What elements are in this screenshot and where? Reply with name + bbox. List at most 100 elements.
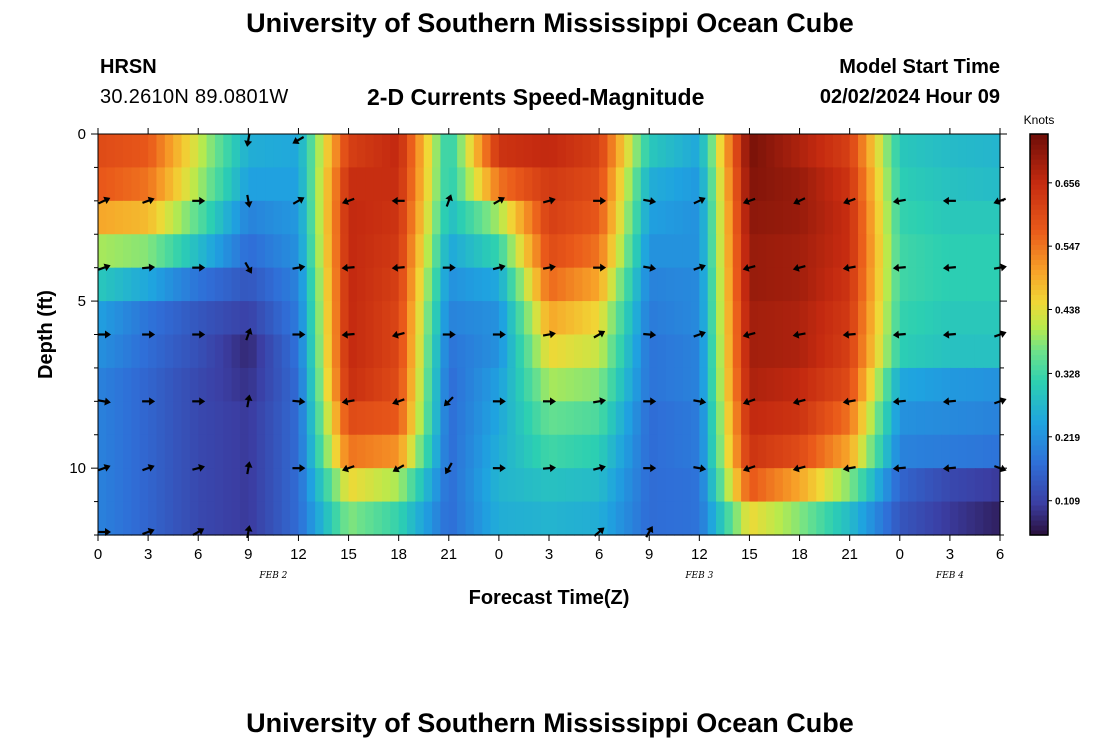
speed-cell	[949, 367, 959, 402]
speed-cell	[498, 234, 508, 269]
speed-cell	[181, 401, 191, 436]
speed-cell	[624, 334, 634, 369]
speed-cell	[448, 167, 458, 202]
arrow-head	[942, 397, 950, 406]
arrow-head	[198, 464, 205, 472]
y-tick-label: 5	[78, 293, 86, 310]
arrow-head	[499, 397, 506, 406]
speed-cell	[281, 367, 291, 402]
speed-cell	[874, 434, 884, 469]
speed-cell	[473, 468, 483, 503]
current-vector-arrow	[742, 397, 756, 406]
speed-cell	[189, 434, 199, 469]
x-tick-label: 9	[645, 546, 653, 563]
date-label: FEB 4	[935, 571, 964, 581]
speed-cell	[148, 234, 158, 269]
speed-cell	[465, 501, 475, 536]
current-vector-arrow	[392, 464, 405, 473]
speed-cell	[858, 434, 867, 469]
speed-cell	[908, 434, 918, 469]
speed-cell	[390, 267, 400, 302]
speed-cell	[949, 468, 959, 503]
speed-cell	[716, 167, 725, 202]
arrow-head	[244, 525, 253, 532]
arrow-head	[244, 394, 253, 402]
speed-cell	[883, 301, 893, 336]
speed-cell	[816, 200, 826, 235]
speed-cell	[415, 134, 425, 169]
speed-cell	[908, 501, 918, 536]
speed-cell	[540, 434, 550, 469]
speed-cell	[841, 234, 851, 269]
current-vector-arrow	[244, 261, 253, 274]
speed-cell	[991, 501, 1001, 536]
speed-cell	[824, 334, 834, 369]
speed-cell	[732, 200, 742, 235]
speed-cell	[298, 367, 308, 402]
speed-cell	[966, 200, 976, 235]
current-vector-arrow	[742, 330, 756, 339]
speed-cell	[891, 401, 901, 436]
speed-cell	[448, 301, 458, 336]
speed-cell	[440, 434, 450, 469]
speed-cell	[223, 468, 233, 503]
speed-cell	[223, 501, 233, 536]
speed-cell	[665, 334, 675, 369]
current-vector-arrow	[391, 330, 405, 339]
colorbar-segment	[1030, 474, 1048, 481]
current-vector-arrow	[792, 330, 806, 339]
speed-cell	[448, 434, 458, 469]
speed-cell	[189, 401, 199, 436]
arrow-head	[597, 527, 605, 535]
speed-cell	[891, 200, 901, 235]
speed-cell	[716, 401, 725, 436]
speed-cell	[181, 200, 191, 235]
speed-cell	[707, 468, 717, 503]
speed-cell	[223, 334, 233, 369]
speed-cell	[816, 167, 826, 202]
speed-cell	[874, 167, 884, 202]
speed-cell	[298, 134, 308, 169]
speed-cell	[298, 267, 308, 302]
colorbar-segment	[1030, 169, 1048, 175]
speed-cell	[265, 267, 274, 302]
speed-cell	[415, 401, 425, 436]
speed-cell	[214, 468, 224, 503]
speed-cell	[665, 267, 675, 302]
speed-cell	[841, 134, 851, 169]
colorbar-segment	[1030, 194, 1048, 200]
x-tick-label: 3	[946, 546, 954, 563]
arrow-head	[105, 528, 111, 536]
current-vector-arrow	[843, 197, 856, 205]
date-label: FEB 2	[258, 571, 287, 581]
speed-cell	[214, 134, 224, 169]
speed-cell	[156, 167, 166, 202]
speed-cell	[515, 167, 525, 202]
speed-cell	[106, 367, 116, 402]
speed-cell	[699, 301, 709, 336]
speed-cell	[891, 267, 901, 302]
speed-cell	[248, 267, 258, 302]
speed-cell	[757, 234, 767, 269]
speed-cell	[348, 401, 358, 436]
speed-cell	[782, 468, 792, 503]
speed-cell	[507, 468, 517, 503]
speed-cell	[448, 468, 458, 503]
speed-cell	[256, 234, 266, 269]
speed-cell	[123, 134, 133, 169]
speed-cell	[899, 334, 909, 369]
speed-cell	[473, 301, 483, 336]
speed-cell	[373, 501, 383, 536]
speed-cell	[114, 301, 124, 336]
speed-cell	[590, 434, 600, 469]
speed-cell	[549, 367, 558, 402]
speed-cell	[498, 167, 508, 202]
speed-cell	[858, 367, 867, 402]
speed-cell	[741, 167, 751, 202]
arrow-head	[842, 263, 850, 272]
speed-cell	[699, 234, 709, 269]
speed-cell	[699, 501, 709, 536]
speed-cell	[565, 134, 575, 169]
speed-cell	[123, 434, 133, 469]
speed-cell	[615, 200, 625, 235]
